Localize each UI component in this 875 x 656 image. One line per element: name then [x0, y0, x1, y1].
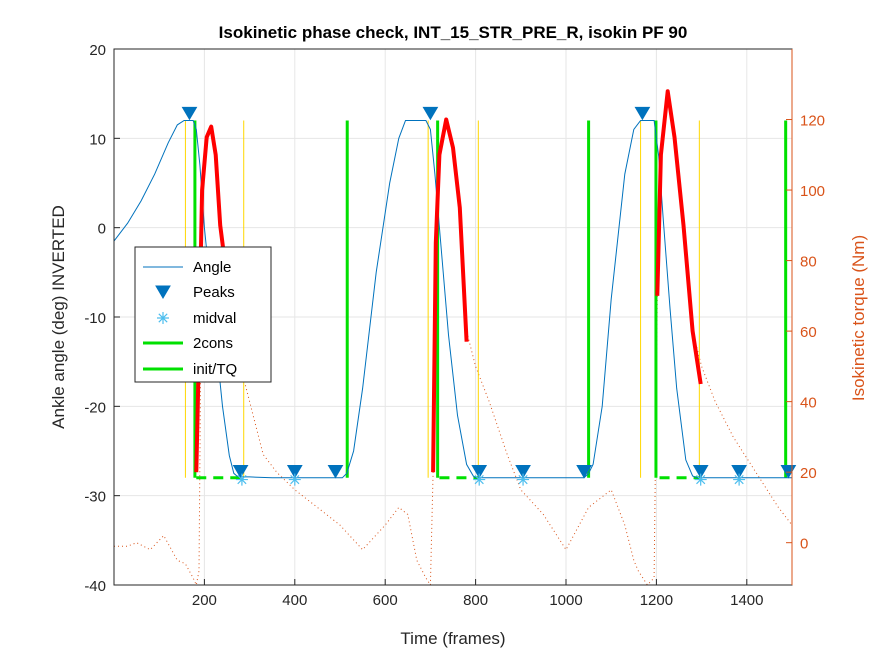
y-right-tick-label: 0: [800, 536, 808, 553]
torque-active-line: [655, 89, 703, 385]
midval-marker: [288, 473, 301, 486]
right-axis-ticks: 120 100 80 60 40 20 0: [786, 49, 825, 585]
x-tick-label: 800: [463, 592, 488, 609]
x-tick-label: 1200: [640, 592, 673, 609]
peak-marker: [327, 465, 344, 479]
peak-marker: [515, 465, 531, 479]
peak-marker: [286, 465, 303, 479]
y-left-tick-label: -10: [84, 310, 106, 327]
peak-marker: [471, 465, 488, 479]
peak-marker: [634, 106, 651, 121]
legend-label: 2cons: [193, 335, 233, 352]
peak-marker: [422, 106, 439, 121]
legend: Angle Peaks midval 2cons init/TQ: [134, 246, 272, 383]
x-axis-ticks: 200 400 600 800 1000 1200 1400: [192, 579, 763, 609]
y-axis-right-label: Isokinetic torque (Nm): [849, 235, 868, 401]
y-right-tick-label: 120: [800, 113, 825, 130]
y-left-tick-label: -30: [84, 489, 106, 506]
peak-marker: [692, 465, 709, 479]
x-tick-label: 200: [192, 592, 217, 609]
y-left-tick-label: 20: [89, 42, 106, 59]
peak-marker: [232, 465, 249, 479]
legend-swatch-midval: [157, 312, 169, 324]
chart-title: Isokinetic phase check, INT_15_STR_PRE_R…: [219, 23, 688, 42]
legend-label: Peaks: [193, 284, 235, 301]
x-tick-label: 1400: [730, 592, 763, 609]
midval-marker: [473, 473, 486, 486]
peak-marker: [576, 465, 592, 479]
legend-entries: Angle Peaks midval 2cons init/TQ: [143, 259, 237, 378]
y-right-tick-label: 60: [800, 324, 817, 341]
midval-marker: [235, 473, 248, 486]
midval-marker: [517, 473, 530, 486]
legend-swatch-peaks: [155, 285, 171, 299]
peak-marker: [731, 465, 747, 479]
y-right-tick-label: 100: [800, 183, 825, 200]
y-left-tick-label: 10: [89, 131, 106, 148]
midval-marker: [694, 473, 707, 486]
x-axis-label: Time (frames): [400, 629, 505, 648]
y-left-tick-label: -20: [84, 399, 106, 416]
y-left-tick-label: -40: [84, 578, 106, 595]
y-right-tick-label: 80: [800, 254, 817, 271]
data-layer: [113, 89, 797, 587]
x-tick-label: 600: [373, 592, 398, 609]
x-tick-label: 400: [282, 592, 307, 609]
peak-marker: [181, 106, 198, 121]
legend-label: Angle: [193, 259, 231, 276]
midval-marker: [733, 473, 746, 486]
legend-label: init/TQ: [193, 361, 237, 378]
y-right-tick-label: 20: [800, 465, 817, 482]
legend-label: midval: [193, 310, 236, 327]
left-axis-ticks: 20 10 0 -10 -20 -30 -40: [84, 42, 120, 595]
torque-active-line: [431, 117, 469, 473]
y-left-tick-label: 0: [98, 221, 106, 238]
midval-marker: [157, 312, 169, 324]
y-right-tick-label: 40: [800, 395, 817, 412]
legend-box: [134, 246, 272, 383]
y-axis-left-label: Ankle angle (deg) INVERTED: [49, 205, 68, 429]
x-tick-label: 1000: [549, 592, 582, 609]
angle-line: [113, 120, 792, 479]
